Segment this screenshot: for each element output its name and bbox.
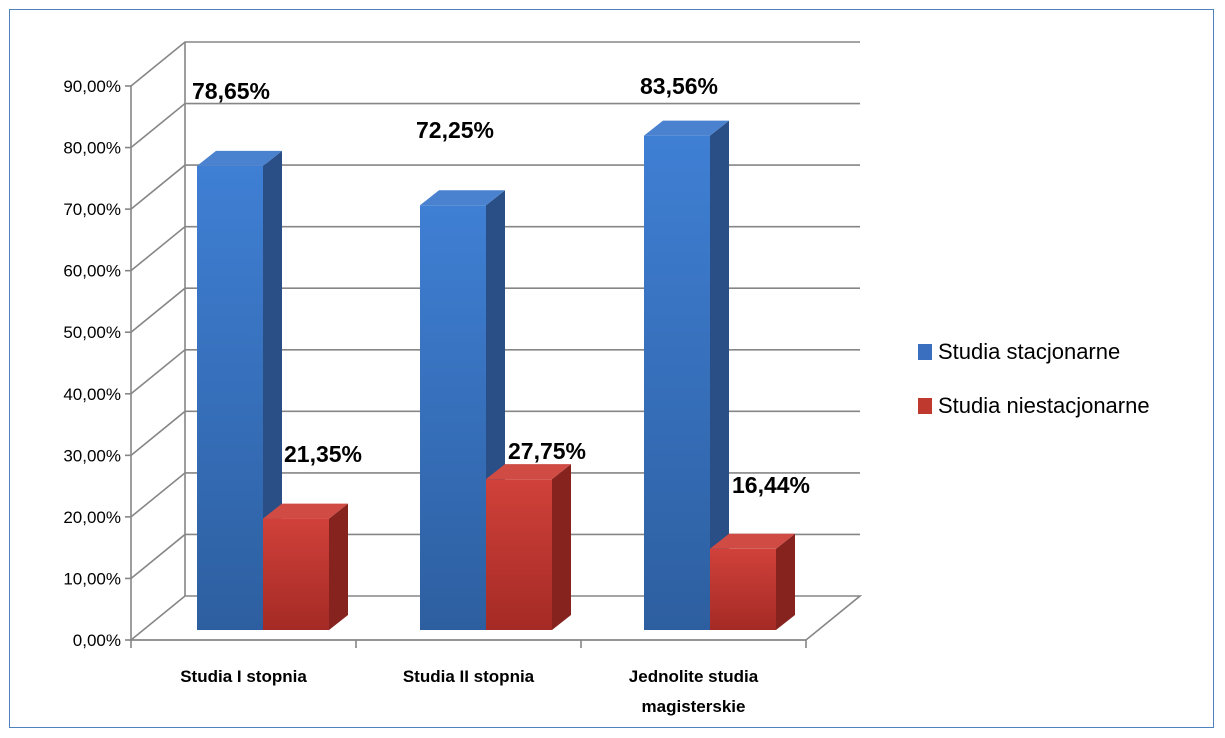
y-tick-label: 90,00% <box>63 77 121 96</box>
data-label: 21,35% <box>284 441 362 467</box>
data-label: 83,56% <box>640 73 718 99</box>
data-label: 16,44% <box>732 472 810 498</box>
y-tick-label: 70,00% <box>63 200 121 219</box>
bar-top <box>197 150 282 166</box>
x-tick-label: Jednolite studia magisterskie <box>629 667 759 716</box>
bar <box>486 464 571 630</box>
y-tick-label: 50,00% <box>63 323 121 342</box>
bar <box>263 503 348 630</box>
bar-top <box>486 464 571 480</box>
bar-front <box>644 135 710 630</box>
legend-swatch <box>918 344 932 360</box>
bar-side <box>710 120 729 630</box>
bar <box>644 120 729 630</box>
y-tick-label: 30,00% <box>63 446 121 465</box>
bar-side <box>552 464 571 630</box>
bar-top <box>263 503 348 519</box>
y-tick-label: 60,00% <box>63 262 121 281</box>
bar-front <box>420 205 486 630</box>
x-tick-label: Studia II stopnia <box>403 667 535 686</box>
bar-top <box>644 120 729 136</box>
bar-top <box>420 190 505 206</box>
bar-front <box>197 165 263 631</box>
legend: Studia stacjonarne Studia niestacjonarne <box>918 339 1150 418</box>
data-label: 27,75% <box>508 438 586 464</box>
data-label: 78,65% <box>192 78 270 104</box>
legend-label: Studia niestacjonarne <box>938 393 1150 418</box>
gridline <box>130 102 860 149</box>
bar <box>710 533 795 630</box>
bar-front <box>263 518 329 630</box>
x-tick-label: Studia I stopnia <box>180 667 307 686</box>
bar-front <box>710 548 776 630</box>
data-label: 72,25% <box>416 117 494 143</box>
y-tick-label: 0,00% <box>73 631 121 650</box>
legend-swatch <box>918 398 932 414</box>
bar-front <box>486 479 552 630</box>
bar-side <box>776 533 795 630</box>
y-tick-label: 40,00% <box>63 385 121 404</box>
y-tick-label: 20,00% <box>63 508 121 527</box>
bar-top <box>710 533 795 549</box>
y-tick-label: 80,00% <box>63 139 121 158</box>
legend-label: Studia stacjonarne <box>938 339 1120 364</box>
y-tick-label: 10,00% <box>63 569 121 588</box>
bar-side <box>329 503 348 630</box>
